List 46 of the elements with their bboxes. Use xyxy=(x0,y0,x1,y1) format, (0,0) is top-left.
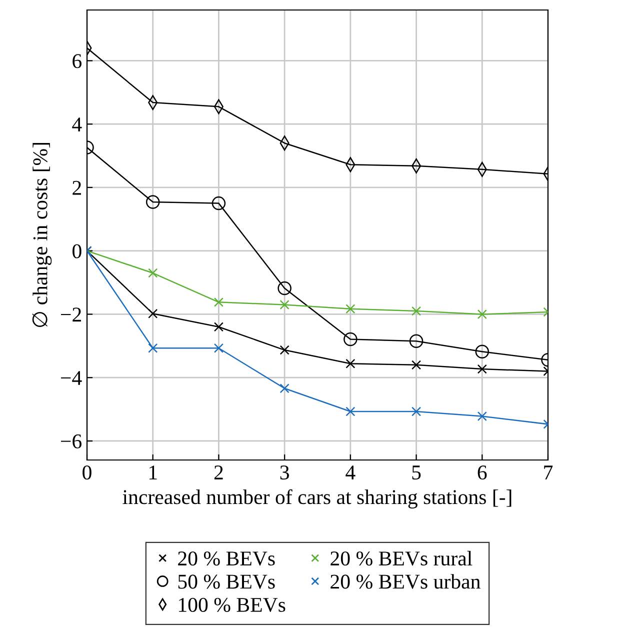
y-tick-label: −4 xyxy=(61,371,82,385)
x-tick-label: 0 xyxy=(82,465,92,480)
point xyxy=(214,297,224,307)
y-axis-title: ∅ change in costs [%] xyxy=(32,143,52,327)
point xyxy=(409,334,424,348)
point xyxy=(214,343,224,353)
point xyxy=(346,406,356,416)
point xyxy=(280,384,290,394)
x-axis-title: increased number of cars at sharing stations [-] xyxy=(122,489,512,508)
point xyxy=(477,309,487,320)
point xyxy=(411,360,422,370)
legend-label: 100 % BEVs xyxy=(179,598,286,612)
legend-label: 20 % BEVs rural xyxy=(330,550,472,566)
x-tick-label: 4 xyxy=(346,466,356,480)
point xyxy=(411,306,422,316)
point xyxy=(344,332,358,346)
x-tick-label: 1 xyxy=(149,466,157,480)
x-tick-label: 3 xyxy=(280,466,289,480)
x-tick-label: 7 xyxy=(544,466,553,480)
legend-label: 20 % BEVs urban xyxy=(330,574,480,589)
legend-label: 50 % BEVs xyxy=(178,574,275,589)
point xyxy=(148,343,158,353)
x-tick-label: 6 xyxy=(478,466,487,480)
legend-label: 20 % BEVs xyxy=(178,551,275,566)
x-tick-label: 5 xyxy=(412,466,421,480)
point xyxy=(214,322,224,332)
point xyxy=(477,364,487,374)
point xyxy=(346,304,356,314)
point xyxy=(475,344,490,358)
y-tick-label: −2 xyxy=(61,308,81,322)
y-tick-label: 4 xyxy=(72,118,82,132)
y-tick-label: 0 xyxy=(72,244,82,258)
point xyxy=(346,358,356,368)
point xyxy=(280,300,290,310)
point xyxy=(148,308,158,318)
y-tick-label: 6 xyxy=(72,54,82,68)
point xyxy=(146,195,160,209)
y-tick-label: 2 xyxy=(72,180,81,195)
point xyxy=(477,411,487,422)
x-tick-label: 2 xyxy=(214,466,223,480)
point xyxy=(280,345,290,355)
point xyxy=(148,268,158,278)
point xyxy=(411,406,422,416)
point xyxy=(212,196,226,210)
point xyxy=(278,281,292,296)
y-tick-label: −6 xyxy=(61,434,82,448)
